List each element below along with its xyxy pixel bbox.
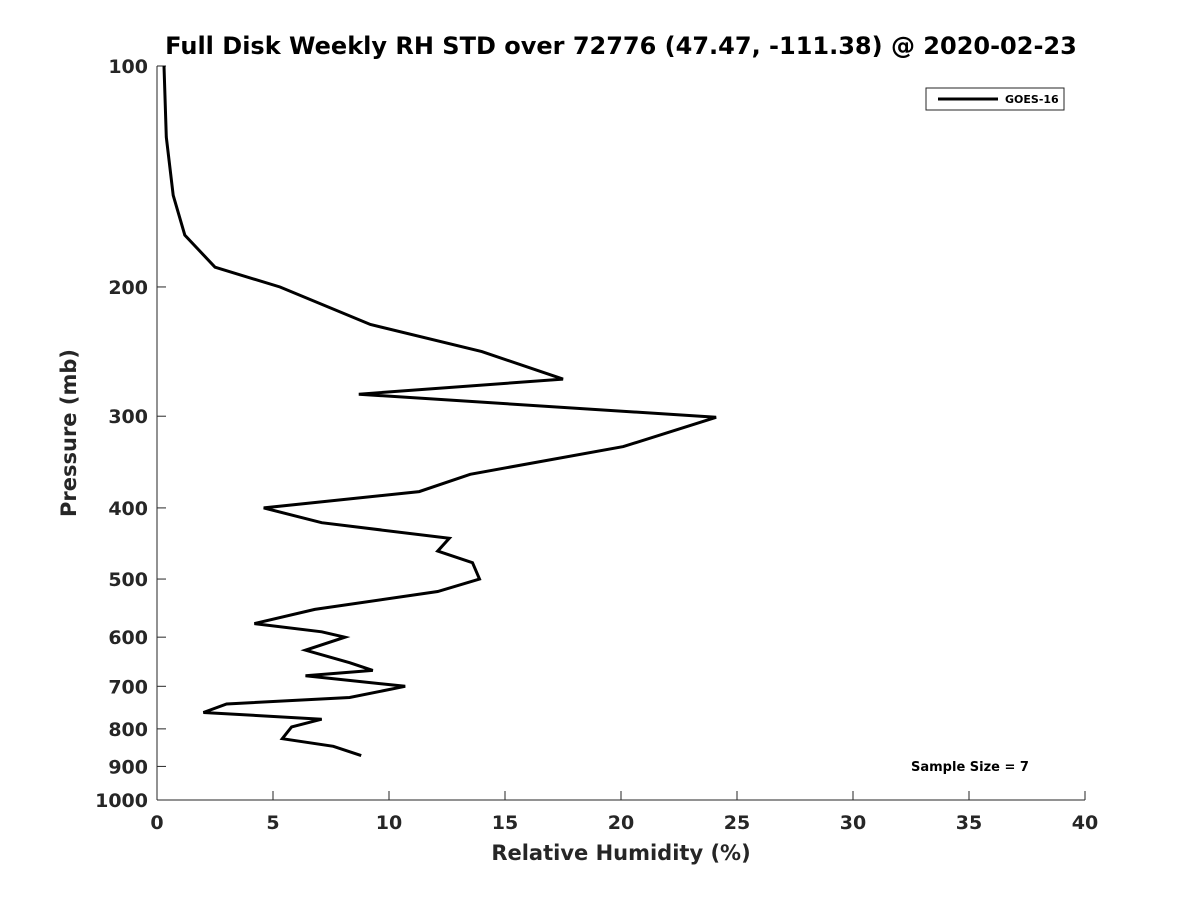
- legend: GOES-16: [925, 87, 1065, 111]
- x-tick-label: 25: [724, 812, 750, 834]
- x-axis-label: Relative Humidity (%): [491, 841, 750, 865]
- y-tick-label: 900: [108, 756, 148, 778]
- x-tick-label: 0: [150, 812, 163, 834]
- y-tick-label: 600: [108, 627, 148, 649]
- x-tick-label: 35: [956, 812, 982, 834]
- series-layer: [162, 65, 717, 758]
- y-tick-label: 300: [108, 406, 148, 428]
- x-tick-label: 30: [840, 812, 866, 834]
- y-tick-label: 500: [108, 569, 148, 591]
- x-tick-label: 10: [376, 812, 402, 834]
- y-tick-label: 400: [108, 498, 148, 520]
- x-tick-label: 5: [266, 812, 279, 834]
- chart-title: Full Disk Weekly RH STD over 72776 (47.4…: [165, 32, 1077, 60]
- y-tick-label: 200: [108, 277, 148, 299]
- x-tick-label: 20: [608, 812, 634, 834]
- axes: [156, 66, 1085, 801]
- y-axis-label: Pressure (mb): [57, 349, 81, 517]
- y-tick-label: 1000: [95, 790, 148, 812]
- x-tick-label: 15: [492, 812, 518, 834]
- series-line-goes-16: [162, 65, 717, 758]
- x-ticks: 0 5 10 15 20 25 30 35 40: [150, 791, 1098, 834]
- x-tick-label: 40: [1072, 812, 1098, 834]
- y-tick-label: 100: [108, 56, 148, 78]
- sample-size-annotation: Sample Size = 7: [911, 760, 1029, 775]
- y-ticks: 100 200 300 400 500 600 700 800 900 1000: [95, 56, 166, 812]
- legend-label-goes-16: GOES-16: [1005, 93, 1059, 106]
- y-tick-label: 800: [108, 719, 148, 741]
- y-tick-label: 700: [108, 676, 148, 698]
